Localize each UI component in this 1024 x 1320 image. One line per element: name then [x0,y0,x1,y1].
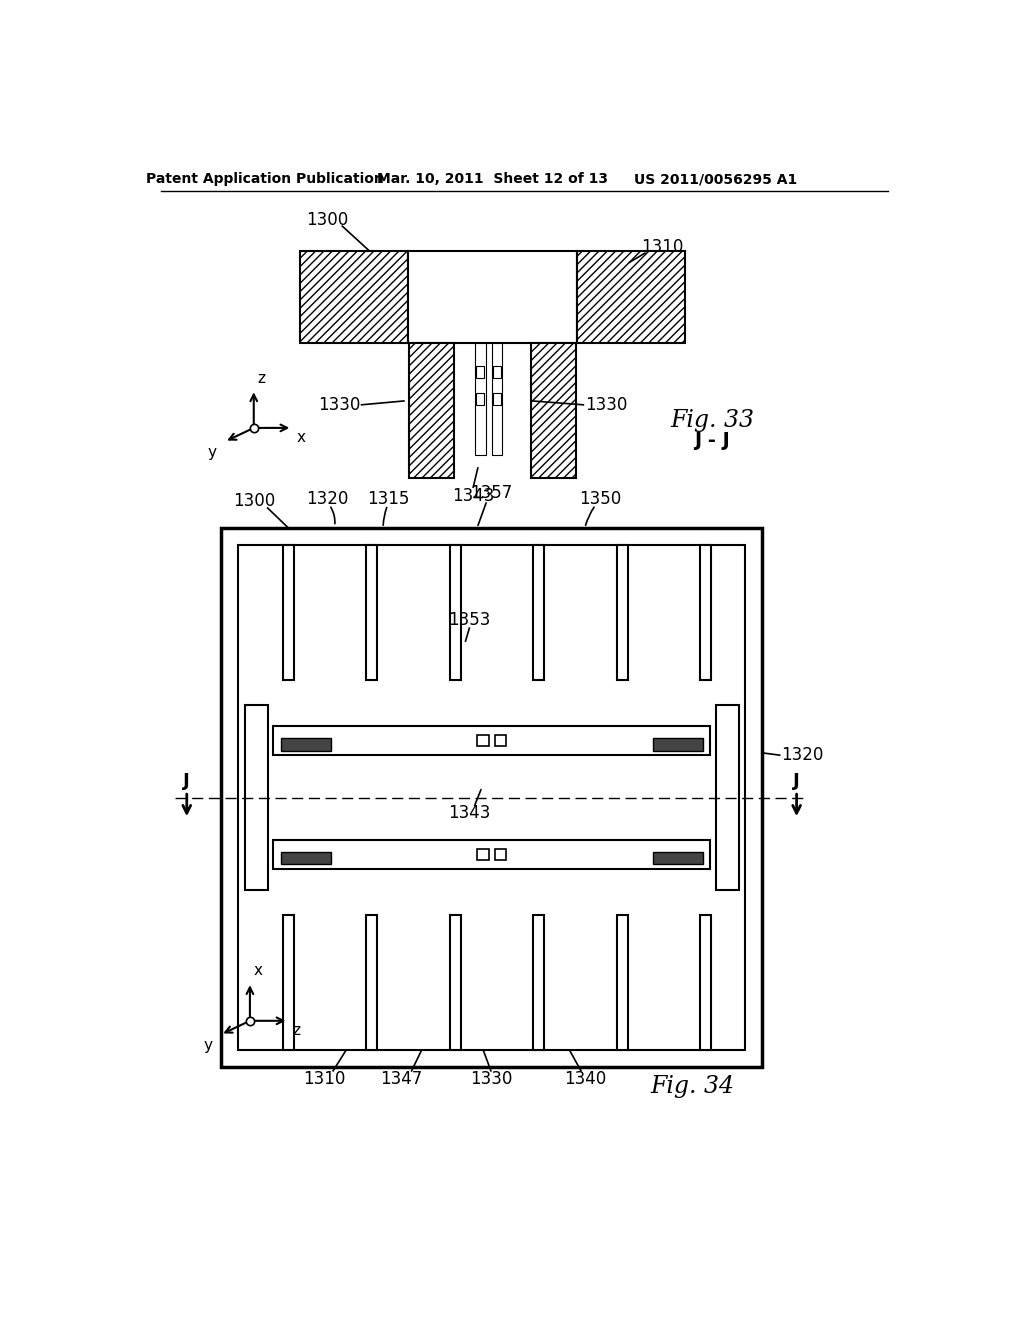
Bar [300,251,408,343]
Bar [221,528,762,1067]
Bar [495,735,506,746]
Text: 1343: 1343 [449,804,490,822]
Bar [616,545,628,680]
Text: 1310: 1310 [641,238,683,256]
Text: 1300: 1300 [306,211,348,228]
Bar [239,545,745,1051]
Bar [477,735,488,746]
Bar [652,853,702,865]
Text: Mar. 10, 2011  Sheet 12 of 13: Mar. 10, 2011 Sheet 12 of 13 [377,172,608,186]
Bar [700,915,711,1051]
Text: y: y [208,445,217,459]
Bar [534,915,544,1051]
Bar [495,849,506,861]
Text: 1330: 1330 [585,396,628,413]
Bar [492,343,503,455]
Bar [476,367,484,378]
Bar [283,915,294,1051]
Text: 1310: 1310 [303,1069,346,1088]
Bar [494,367,501,378]
Bar [367,545,377,680]
Text: 1343: 1343 [452,487,495,504]
Bar [534,545,544,680]
Text: US 2011/0056295 A1: US 2011/0056295 A1 [634,172,798,186]
Text: 1330: 1330 [317,396,360,413]
Text: 1320: 1320 [781,746,823,764]
Text: 1350: 1350 [580,490,622,508]
Text: 1353: 1353 [449,611,490,630]
Text: Fig. 33: Fig. 33 [670,409,754,432]
Text: Fig. 34: Fig. 34 [650,1074,734,1098]
Bar [477,849,488,861]
Bar [283,545,294,680]
Bar [450,545,461,680]
Bar [494,393,501,405]
Bar [531,343,575,478]
Text: 1340: 1340 [564,1069,606,1088]
Bar [281,738,331,751]
Bar [475,343,485,455]
Text: 1347: 1347 [381,1069,423,1088]
Text: z: z [292,1023,300,1038]
Bar [273,840,711,869]
Text: 1330: 1330 [470,1069,512,1088]
Bar [716,705,739,890]
Bar [700,545,711,680]
Bar [273,726,711,755]
Text: z: z [258,371,265,385]
Bar [281,853,331,865]
Bar [410,343,454,478]
Text: 1320: 1320 [306,490,348,508]
Bar [408,251,578,343]
Bar [616,915,628,1051]
Text: J: J [794,772,800,789]
Bar [652,738,702,751]
Bar [476,393,484,405]
Text: 1357: 1357 [470,484,512,503]
Text: x: x [254,964,263,978]
Text: x: x [296,430,305,445]
Bar [367,915,377,1051]
Text: 1300: 1300 [232,492,274,510]
Text: y: y [204,1038,213,1053]
Text: Patent Application Publication: Patent Application Publication [146,172,384,186]
Bar [245,705,267,890]
Text: J - J: J - J [694,432,730,450]
Bar [450,915,461,1051]
Text: 1315: 1315 [368,490,410,508]
Text: J: J [183,772,190,789]
Bar [578,251,685,343]
